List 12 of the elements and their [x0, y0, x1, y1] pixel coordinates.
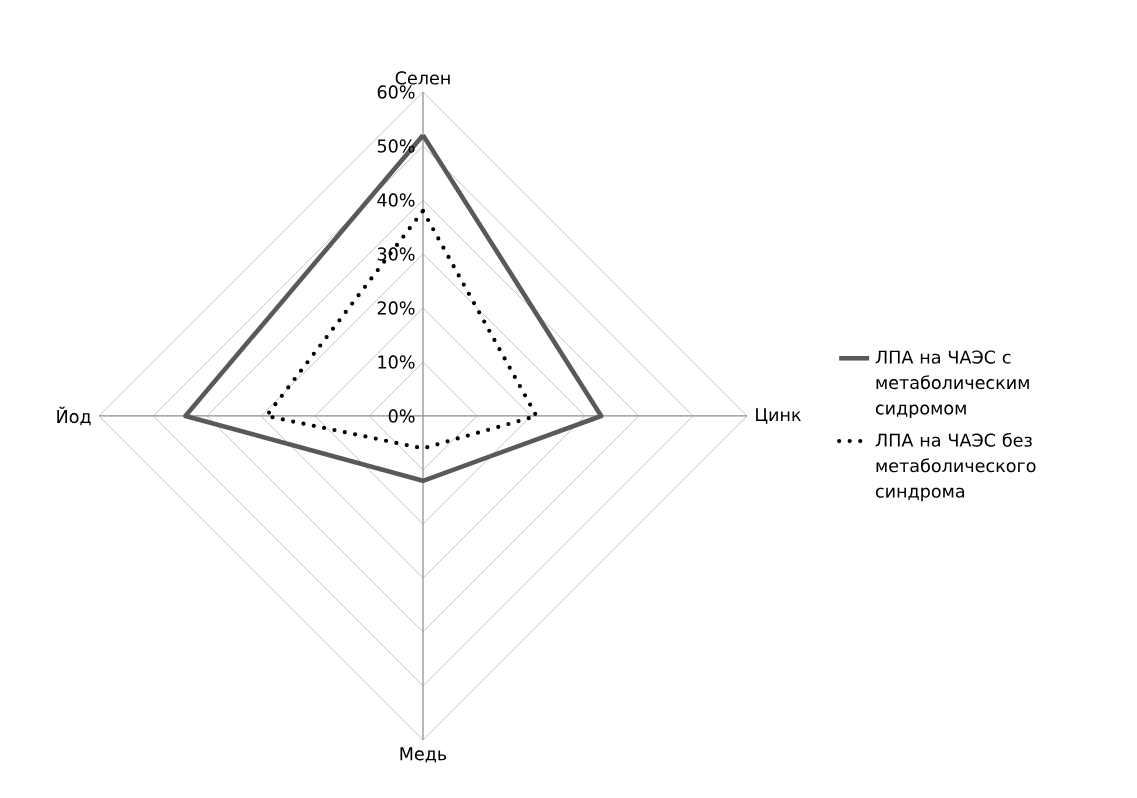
- y-tick-label: 20%: [377, 301, 415, 315]
- spoke-label: Селен: [395, 71, 450, 85]
- spoke-label: Медь: [400, 747, 447, 763]
- legend-label: ЛПА на ЧАЭС без метаболического синдрома: [875, 432, 1036, 502]
- legend-label: ЛПА на ЧАЭС с метаболическим сидромом: [875, 350, 1029, 419]
- y-tick-label: 10%: [378, 355, 415, 369]
- y-tick-label: 0%: [388, 409, 415, 423]
- y-tick-label: 60%: [377, 85, 415, 99]
- y-tick-label: 30%: [377, 247, 415, 261]
- spoke-label: Йод: [57, 406, 91, 426]
- y-tick-label: 40%: [377, 193, 415, 207]
- spoke-label: Цинк: [756, 408, 801, 424]
